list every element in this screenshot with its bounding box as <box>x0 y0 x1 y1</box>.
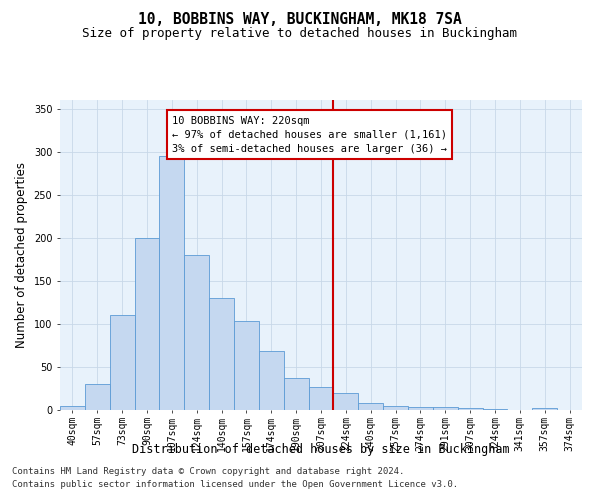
Bar <box>209 298 234 410</box>
Bar <box>259 352 284 410</box>
Bar <box>308 387 334 410</box>
Bar <box>383 406 408 410</box>
Text: Size of property relative to detached houses in Buckingham: Size of property relative to detached ho… <box>83 28 517 40</box>
Bar <box>284 378 308 410</box>
Bar <box>60 406 85 410</box>
Y-axis label: Number of detached properties: Number of detached properties <box>15 162 28 348</box>
Bar <box>134 238 160 410</box>
Bar <box>160 156 184 410</box>
Bar <box>433 408 458 410</box>
Bar <box>532 408 557 410</box>
Bar <box>334 393 358 410</box>
Bar <box>482 409 508 410</box>
Text: Contains HM Land Registry data © Crown copyright and database right 2024.: Contains HM Land Registry data © Crown c… <box>12 467 404 476</box>
Bar <box>458 408 482 410</box>
Text: Contains public sector information licensed under the Open Government Licence v3: Contains public sector information licen… <box>12 480 458 489</box>
Text: Distribution of detached houses by size in Buckingham: Distribution of detached houses by size … <box>132 442 510 456</box>
Bar <box>110 316 134 410</box>
Bar <box>85 384 110 410</box>
Text: 10 BOBBINS WAY: 220sqm
← 97% of detached houses are smaller (1,161)
3% of semi-d: 10 BOBBINS WAY: 220sqm ← 97% of detached… <box>172 116 447 154</box>
Bar <box>184 255 209 410</box>
Bar <box>408 406 433 410</box>
Bar <box>358 403 383 410</box>
Text: 10, BOBBINS WAY, BUCKINGHAM, MK18 7SA: 10, BOBBINS WAY, BUCKINGHAM, MK18 7SA <box>138 12 462 28</box>
Bar <box>234 322 259 410</box>
